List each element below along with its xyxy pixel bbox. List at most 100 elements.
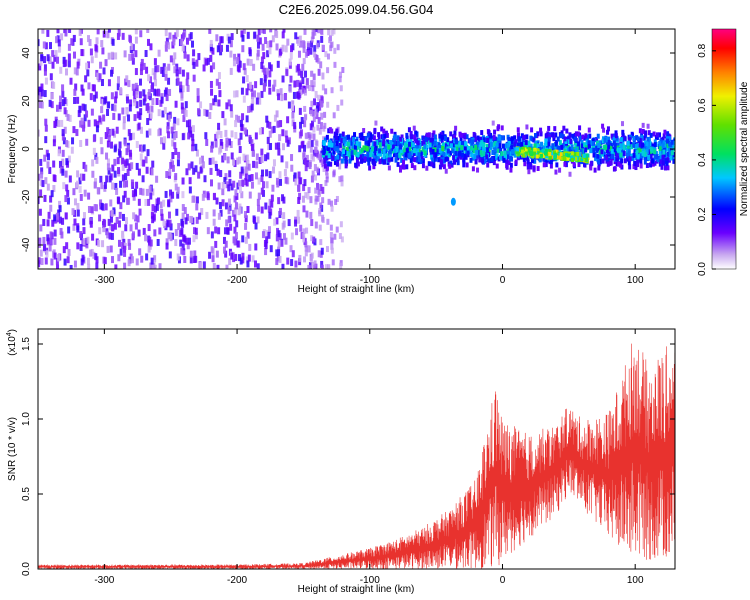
spectrogram-cell (342, 144, 346, 150)
spectrogram-cell (312, 149, 316, 157)
spectrogram-cell (672, 140, 675, 146)
spectrogram-cell (252, 63, 256, 71)
spectrogram-cell (323, 155, 327, 161)
spectrogram-cell (162, 199, 166, 207)
spectrogram-cell (301, 195, 305, 203)
spectrogram-cell (39, 58, 43, 66)
spectrogram-cell (181, 243, 185, 251)
spectrogram-cell (319, 122, 323, 130)
spectrogram-cell (349, 140, 353, 146)
spectrogram-cell (639, 153, 643, 159)
spectrogram-cell (413, 134, 417, 140)
spectrogram-cell (358, 132, 362, 138)
spectrogram-cell (246, 31, 250, 39)
spectrogram-cell (175, 208, 179, 216)
spectrogram-cell (43, 56, 47, 64)
spectrogram-cell (635, 161, 639, 167)
spectrogram-cell (612, 136, 616, 142)
x-tick-label: 100 (627, 275, 644, 286)
spectrogram-cell (38, 39, 40, 47)
spectrogram-cell (417, 157, 421, 163)
spectrogram-cell (76, 180, 80, 188)
spectrogram-cell (416, 142, 420, 148)
spectrogram-cell (201, 161, 205, 169)
spectrogram-cell (320, 247, 324, 255)
spectrogram-cell (210, 246, 214, 254)
spectrogram-cell (351, 136, 355, 142)
spectrogram-cell (254, 81, 258, 89)
spectrogram-cell (654, 151, 658, 157)
y-tick-label: 0.0 (21, 562, 32, 576)
spectrogram-cell (168, 168, 172, 176)
spectrogram-cell (542, 162, 546, 168)
spectrogram-cell (395, 141, 399, 147)
spectrogram-cell (121, 107, 125, 115)
spectrogram-cell (219, 170, 223, 178)
spectrogram-cell (314, 108, 318, 115)
spectrogram-cell (99, 61, 103, 69)
spectrogram-cell (209, 43, 213, 51)
spectrogram-cell (275, 234, 279, 242)
spectrogram-cell (65, 158, 69, 166)
spectrogram-cell (395, 147, 399, 153)
spectrogram-cell (227, 99, 231, 107)
spectrogram-cell (316, 182, 320, 190)
spectrogram-cell (98, 73, 102, 81)
spectrogram-cell (58, 102, 62, 110)
spectrogram-cell (308, 134, 312, 141)
spectrogram-cell (577, 162, 581, 168)
spectrogram-cell (131, 231, 135, 239)
spectrogram-cell (329, 45, 333, 52)
spectrogram-cell (191, 125, 195, 133)
spectrogram-cell (536, 131, 540, 137)
spectrogram-cell (277, 249, 281, 257)
spectrogram-cell (573, 152, 577, 157)
spectrogram-cell (545, 154, 549, 159)
spectrogram-cell (554, 146, 558, 152)
snr-x-axis-label: Height of straight line (km) (298, 584, 415, 595)
spectrogram-cell (269, 64, 273, 72)
spectrogram-cell (100, 106, 104, 114)
spectrogram-cell (598, 146, 602, 152)
spectrogram-cell (225, 102, 229, 110)
spectrogram-cell (181, 69, 185, 77)
spectrogram-cell (454, 157, 458, 163)
spectrogram-cell (423, 150, 427, 156)
spectrogram-cell (536, 144, 540, 150)
spectrogram-cell (145, 253, 149, 261)
spectrogram-cell (275, 110, 279, 118)
spectrogram-cell (150, 168, 154, 176)
spectrogram-cell (99, 137, 103, 145)
spectrogram-cell (545, 132, 549, 138)
spectrogram-cell (460, 140, 464, 146)
spectrogram-cell (140, 63, 144, 71)
spectrogram-cell (459, 132, 463, 138)
spectrogram-cell (107, 167, 111, 175)
spectrogram-cell (398, 167, 402, 173)
spectrogram-cell (589, 161, 593, 167)
spectrogram-cell (462, 158, 466, 164)
spectrogram-cell (665, 160, 669, 166)
spectrogram-cell (119, 180, 123, 188)
spectrogram-cell (166, 126, 170, 134)
spectrogram-cell (622, 135, 626, 141)
spectrogram-cell (208, 157, 212, 165)
spectrogram-cell (493, 155, 497, 161)
spectrogram-cell (388, 149, 392, 155)
spectrogram-cell (307, 85, 311, 92)
spectrogram-cell (129, 99, 133, 107)
spectrogram-cell (299, 177, 303, 185)
spectrogram-cell (318, 127, 322, 135)
spectrogram-cell (235, 192, 239, 200)
spectrogram-cell (199, 101, 203, 109)
spectrogram-cell (260, 187, 264, 195)
spectrogram-cell (258, 97, 262, 105)
spectrogram-cell (39, 158, 43, 166)
spectrogram-cell (183, 255, 187, 263)
spectrogram-cell (137, 168, 141, 176)
spectrogram-cell (298, 82, 302, 90)
spectrogram-cell (182, 115, 186, 123)
spectrogram-cell (645, 141, 649, 147)
spectrogram-cell (427, 132, 431, 138)
spectrogram-cell (260, 174, 264, 182)
